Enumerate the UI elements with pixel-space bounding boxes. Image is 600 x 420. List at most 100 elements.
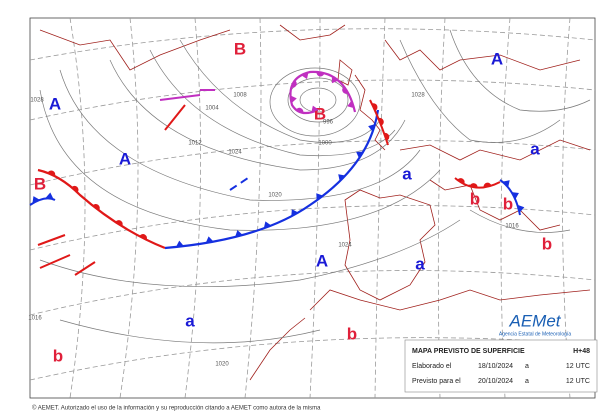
info-cell: 12 UTC bbox=[566, 378, 590, 385]
isobar-label: 1004 bbox=[205, 106, 219, 112]
warm-front bbox=[164, 104, 186, 131]
pressure-center: A bbox=[316, 251, 328, 270]
isobar-label: 1028 bbox=[30, 98, 44, 104]
front-semicircle bbox=[139, 234, 147, 240]
front-mixed bbox=[311, 105, 319, 113]
front-triangle bbox=[511, 192, 519, 200]
coastlines bbox=[39, 24, 591, 381]
front-symbol bbox=[205, 236, 214, 244]
front-triangle bbox=[502, 180, 510, 188]
front-symbol bbox=[139, 234, 147, 240]
pressure-center: A bbox=[491, 49, 503, 68]
front-symbol bbox=[291, 209, 299, 217]
info-box-frame bbox=[404, 339, 598, 393]
front-symbol bbox=[469, 183, 478, 188]
front-symbol bbox=[301, 72, 309, 80]
front-triangle bbox=[263, 221, 272, 229]
info-cell: a bbox=[525, 378, 529, 385]
front-symbol bbox=[290, 95, 297, 104]
pressure-center: b bbox=[53, 346, 63, 365]
front-mixed bbox=[331, 76, 339, 84]
trough bbox=[37, 234, 96, 276]
front-symbol bbox=[295, 107, 304, 114]
front-symbol bbox=[347, 100, 355, 109]
front-symbol bbox=[235, 230, 243, 237]
front-symbol bbox=[371, 103, 378, 111]
isobar-label: 1016 bbox=[505, 224, 519, 230]
isobar-label: 1024 bbox=[338, 243, 352, 249]
front-semicircle bbox=[92, 204, 100, 211]
pressure-center: B bbox=[34, 174, 46, 193]
pressure-center: B bbox=[234, 39, 246, 58]
pressure-center: a bbox=[185, 311, 195, 330]
isobar-label: 1008 bbox=[233, 93, 247, 99]
info-cell: 18/10/2024 bbox=[478, 363, 513, 370]
warm-front bbox=[369, 99, 389, 146]
front-mixed bbox=[347, 100, 355, 109]
front-triangle bbox=[235, 230, 243, 237]
pressure-center: a bbox=[530, 139, 540, 158]
front-symbol bbox=[483, 182, 492, 188]
front-mixed bbox=[316, 71, 325, 77]
front-symbol bbox=[342, 86, 349, 94]
front-semicircle bbox=[371, 103, 378, 111]
info-box: MAPA PREVISTO DE SUPERFICIE H+48 Elabora… bbox=[404, 339, 598, 393]
isobar-label: 1000 bbox=[318, 141, 332, 147]
front-symbol bbox=[71, 185, 79, 193]
front-symbol bbox=[517, 204, 525, 213]
cold-front bbox=[499, 179, 521, 216]
front-mixed bbox=[342, 86, 349, 94]
front-symbol bbox=[175, 240, 184, 247]
front-symbol bbox=[338, 174, 346, 182]
front-symbol bbox=[356, 151, 364, 159]
pressure-center: a bbox=[402, 164, 412, 183]
isobar-label: 1020 bbox=[215, 362, 229, 368]
pressure-center: b bbox=[470, 189, 480, 208]
cold-front bbox=[164, 109, 380, 250]
front-symbol bbox=[457, 178, 465, 185]
front-symbol bbox=[291, 80, 297, 88]
front-semicircle bbox=[483, 182, 492, 188]
isobar-label: 996 bbox=[323, 120, 334, 126]
front-triangle bbox=[517, 204, 525, 213]
pressure-center: b bbox=[503, 194, 513, 213]
front-semicircle bbox=[457, 178, 465, 185]
front-triangle bbox=[291, 209, 299, 217]
front-semicircle bbox=[469, 183, 478, 188]
isobars bbox=[39, 29, 591, 344]
front-mixed bbox=[290, 95, 297, 104]
front-symbol bbox=[92, 204, 100, 211]
trough bbox=[229, 177, 249, 191]
front-symbol bbox=[368, 124, 376, 132]
info-cell: 20/10/2024 bbox=[478, 378, 513, 385]
logo-name: AEMet bbox=[508, 311, 561, 330]
pressure-center: A bbox=[49, 94, 61, 113]
front-semicircle bbox=[47, 170, 56, 177]
front-symbol bbox=[384, 132, 390, 141]
front-symbol bbox=[316, 193, 324, 201]
front-symbol bbox=[502, 180, 510, 188]
pressure-center: b bbox=[542, 234, 552, 253]
isobar-label: 1016 bbox=[28, 316, 42, 322]
cold-front bbox=[29, 197, 56, 206]
front-symbol bbox=[32, 196, 40, 204]
isobar-label: 1024 bbox=[228, 150, 242, 156]
front-mixed bbox=[301, 72, 309, 80]
front-symbol bbox=[331, 76, 339, 84]
info-cell: Elaborado el bbox=[412, 363, 452, 370]
info-cell: 12 UTC bbox=[566, 363, 590, 370]
front-triangle bbox=[356, 151, 364, 159]
front-symbol bbox=[115, 220, 123, 227]
front-symbol bbox=[263, 221, 272, 229]
front-triangle bbox=[175, 240, 184, 247]
occluded-front bbox=[159, 94, 201, 101]
front-mixed bbox=[295, 107, 304, 114]
pressure-center: A bbox=[119, 149, 131, 168]
isobar-label: 1012 bbox=[188, 141, 202, 147]
footer: © AEMET. Autorizado el uso de la informa… bbox=[32, 405, 321, 412]
info-hour: H+48 bbox=[573, 348, 590, 355]
front-triangle bbox=[316, 193, 324, 201]
front-symbol bbox=[47, 170, 56, 177]
